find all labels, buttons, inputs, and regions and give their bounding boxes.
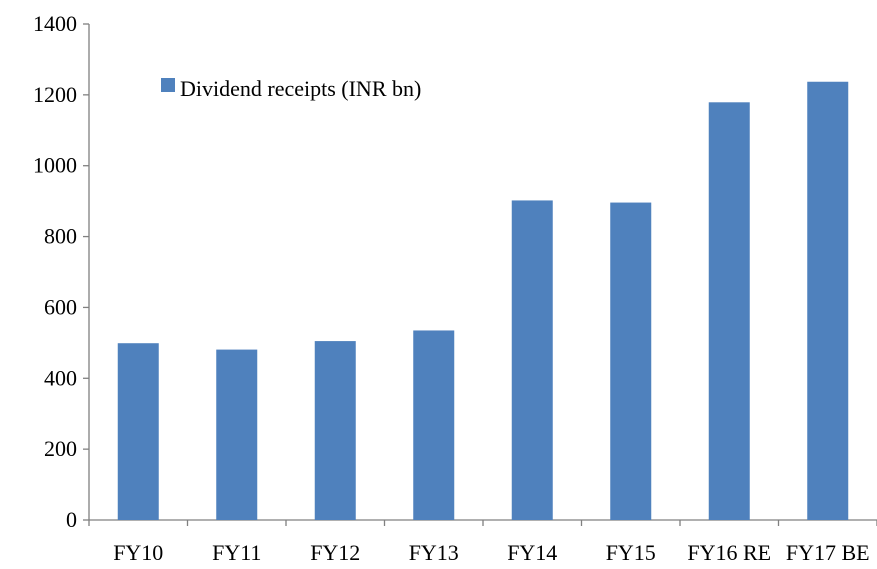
y-tick-label: 0 <box>66 507 77 532</box>
y-tick-label: 600 <box>44 294 77 319</box>
x-tick-label: FY16 RE <box>687 540 771 565</box>
y-tick-label: 1200 <box>33 82 77 107</box>
x-axis: FY10 FY11 FY12 FY13 FY14 FY15 FY16 RE FY17 BE <box>88 519 877 565</box>
x-tick-label: FY15 <box>606 540 656 565</box>
bar-fy17-be <box>807 81 849 521</box>
x-tick-label: FY14 <box>507 540 557 565</box>
x-tick-label: FY12 <box>310 540 360 565</box>
bars <box>117 81 849 521</box>
bar-fy12 <box>314 341 356 520</box>
y-tick-label: 400 <box>44 365 77 390</box>
x-tick-label: FY11 <box>212 540 261 565</box>
y-axis: 0 200 400 600 800 1000 1200 1400 <box>33 11 90 532</box>
bar-fy16-re <box>708 102 750 520</box>
x-tick-label: FY13 <box>409 540 459 565</box>
bar-fy11 <box>216 349 258 520</box>
y-tick-label: 200 <box>44 436 77 461</box>
y-tick-label: 800 <box>44 224 77 249</box>
legend-swatch <box>161 78 175 92</box>
y-tick-label: 1000 <box>33 153 77 178</box>
legend-label: Dividend receipts (INR bn) <box>180 76 421 101</box>
x-tick-label: FY10 <box>113 540 163 565</box>
bar-fy14 <box>511 200 553 521</box>
y-tick-label: 1400 <box>33 11 77 36</box>
x-tick-label: FY17 BE <box>786 540 870 565</box>
bar-fy15 <box>610 202 652 520</box>
bar-fy10 <box>117 343 159 520</box>
bar-fy13 <box>413 330 455 520</box>
legend: Dividend receipts (INR bn) <box>161 76 421 101</box>
